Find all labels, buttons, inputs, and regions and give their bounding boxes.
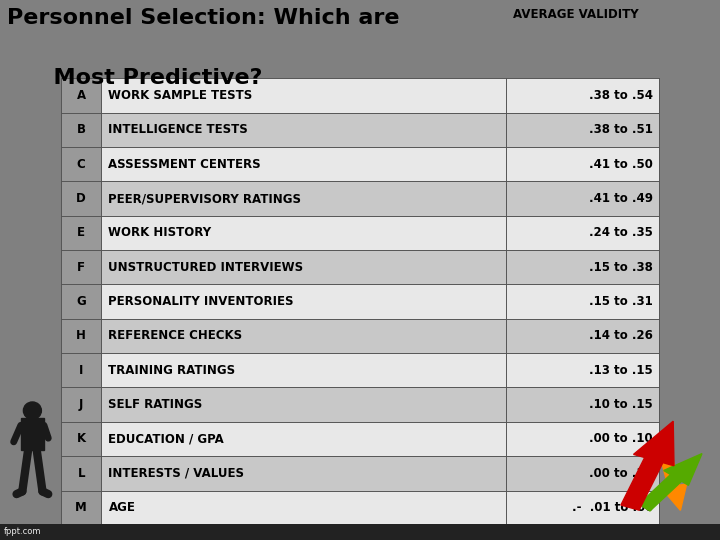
Bar: [506, 181, 659, 215]
Bar: [506, 353, 659, 388]
Bar: [102, 353, 506, 388]
Text: .38 to .51: .38 to .51: [589, 123, 653, 136]
Bar: [506, 250, 659, 285]
Bar: [102, 147, 506, 181]
Bar: [102, 422, 506, 456]
Bar: [102, 250, 506, 285]
Text: G: G: [76, 295, 86, 308]
Text: INTELLIGENCE TESTS: INTELLIGENCE TESTS: [109, 123, 248, 136]
Text: .13 to .15: .13 to .15: [589, 364, 653, 377]
Bar: [506, 422, 659, 456]
Bar: [61, 285, 102, 319]
Bar: [102, 285, 506, 319]
Bar: [61, 490, 102, 525]
Text: .00 to .10: .00 to .10: [590, 467, 653, 480]
Text: B: B: [77, 123, 86, 136]
Ellipse shape: [23, 402, 42, 419]
Bar: [61, 147, 102, 181]
Bar: [61, 353, 102, 388]
Bar: [61, 456, 102, 490]
Polygon shape: [660, 455, 687, 510]
Text: A: A: [76, 89, 86, 102]
Text: .10 to .15: .10 to .15: [589, 398, 653, 411]
Bar: [102, 181, 506, 215]
Bar: [61, 388, 102, 422]
Bar: [21, 418, 44, 450]
Text: SELF RATINGS: SELF RATINGS: [109, 398, 203, 411]
Bar: [102, 490, 506, 525]
Text: EDUCATION / GPA: EDUCATION / GPA: [109, 433, 224, 446]
Bar: [506, 113, 659, 147]
Text: K: K: [76, 433, 86, 446]
Bar: [506, 147, 659, 181]
Polygon shape: [639, 454, 702, 511]
Bar: [506, 285, 659, 319]
Text: .14 to .26: .14 to .26: [589, 329, 653, 342]
Text: .38 to .54: .38 to .54: [589, 89, 653, 102]
Text: .15 to .38: .15 to .38: [589, 261, 653, 274]
Bar: [102, 388, 506, 422]
Bar: [102, 215, 506, 250]
Text: .24 to .35: .24 to .35: [589, 226, 653, 239]
Text: ASSESSMENT CENTERS: ASSESSMENT CENTERS: [109, 158, 261, 171]
Bar: [506, 388, 659, 422]
Bar: [61, 181, 102, 215]
Text: D: D: [76, 192, 86, 205]
Text: E: E: [77, 226, 85, 239]
Bar: [506, 490, 659, 525]
Text: C: C: [77, 158, 86, 171]
Bar: [61, 215, 102, 250]
Text: H: H: [76, 329, 86, 342]
Bar: [61, 113, 102, 147]
Text: fppt.com: fppt.com: [4, 526, 41, 536]
Bar: [61, 422, 102, 456]
Text: L: L: [78, 467, 85, 480]
Text: .15 to .31: .15 to .31: [589, 295, 653, 308]
Text: TRAINING RATINGS: TRAINING RATINGS: [109, 364, 235, 377]
Text: UNSTRUCTURED INTERVIEWS: UNSTRUCTURED INTERVIEWS: [109, 261, 304, 274]
Text: J: J: [79, 398, 84, 411]
Text: PERSONALITY INVENTORIES: PERSONALITY INVENTORIES: [109, 295, 294, 308]
Text: Personnel Selection: Which are: Personnel Selection: Which are: [7, 8, 400, 28]
Text: PEER/SUPERVISORY RATINGS: PEER/SUPERVISORY RATINGS: [109, 192, 302, 205]
Text: .00 to .10: .00 to .10: [590, 433, 653, 446]
Bar: [102, 78, 506, 113]
Text: .41 to .49: .41 to .49: [589, 192, 653, 205]
Text: AVERAGE VALIDITY: AVERAGE VALIDITY: [513, 8, 639, 21]
Bar: [506, 215, 659, 250]
Bar: [0, 524, 720, 540]
Text: .-  .01 to .00: .- .01 to .00: [572, 501, 653, 514]
Text: I: I: [79, 364, 84, 377]
Bar: [102, 319, 506, 353]
Bar: [61, 250, 102, 285]
Text: WORK SAMPLE TESTS: WORK SAMPLE TESTS: [109, 89, 253, 102]
Text: REFERENCE CHECKS: REFERENCE CHECKS: [109, 329, 243, 342]
Text: AGE: AGE: [109, 501, 135, 514]
Bar: [102, 456, 506, 490]
Text: F: F: [77, 261, 85, 274]
Text: WORK HISTORY: WORK HISTORY: [109, 226, 212, 239]
Text: .41 to .50: .41 to .50: [589, 158, 653, 171]
Bar: [61, 78, 102, 113]
Bar: [506, 319, 659, 353]
Text: Most Predictive?: Most Predictive?: [7, 68, 263, 87]
Text: M: M: [76, 501, 87, 514]
Bar: [102, 113, 506, 147]
Bar: [506, 78, 659, 113]
Text: INTERESTS / VALUES: INTERESTS / VALUES: [109, 467, 244, 480]
Polygon shape: [621, 421, 674, 510]
Bar: [506, 456, 659, 490]
Bar: [61, 319, 102, 353]
